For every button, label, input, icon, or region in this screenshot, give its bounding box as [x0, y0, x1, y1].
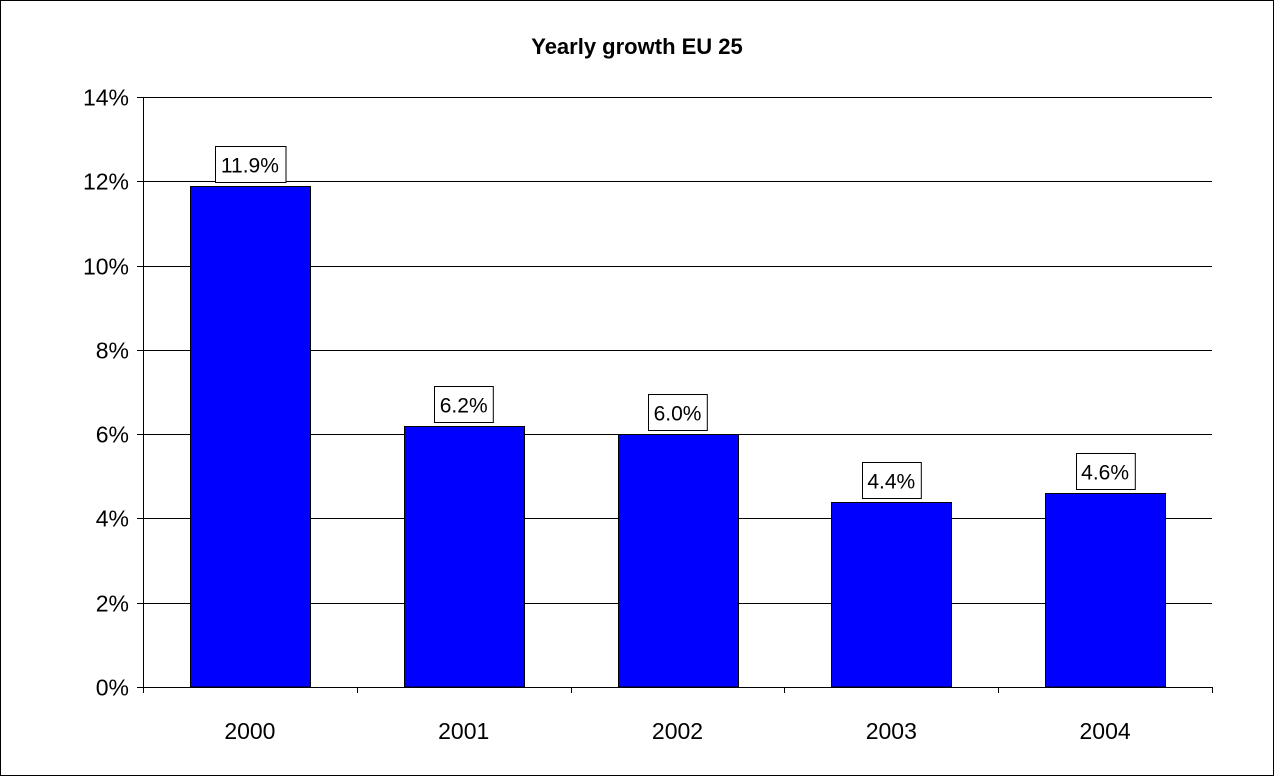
y-tick-label-0: 0%	[96, 675, 129, 701]
x-tick-label-2003: 2003	[866, 718, 917, 744]
x-tick-label-2002: 2002	[652, 718, 703, 744]
data-label-box-2001	[434, 386, 494, 423]
data-label-2000: 11.9%	[221, 155, 279, 178]
data-label-2001: 6.2%	[440, 395, 488, 418]
y-tick-label-7: 14%	[83, 85, 129, 111]
data-label-2002: 6.0%	[654, 403, 702, 426]
bar-2004	[1045, 493, 1166, 688]
y-tick-label-6: 12%	[83, 169, 129, 195]
data-label-box-2000	[215, 146, 287, 183]
chart-title: Yearly growth EU 25	[531, 34, 743, 59]
data-label-2004: 4.6%	[1081, 462, 1129, 485]
data-label-box-2003	[862, 462, 922, 499]
x-tick-label-2000: 2000	[224, 718, 275, 744]
bar-2000	[190, 186, 311, 688]
x-tick-label-2001: 2001	[438, 718, 489, 744]
y-tick-label-2: 4%	[96, 506, 129, 532]
data-label-box-2002	[648, 394, 708, 431]
y-tick-label-3: 6%	[96, 422, 129, 448]
axes: 0% 2% 4% 6% 8% 10% 12% 14% 2000 2001 2002 2003 2004	[83, 85, 1213, 744]
data-label-2003: 4.4%	[867, 471, 915, 494]
y-tick-label-1: 2%	[96, 591, 129, 617]
y-tick-label-4: 8%	[96, 338, 129, 364]
y-tick-label-5: 10%	[83, 254, 129, 280]
data-labels: 11.9% 6.2% 6.0% 4.4% 4.6%	[215, 146, 1136, 499]
bar-2003	[831, 502, 952, 688]
bar-2002	[618, 434, 739, 688]
bars	[190, 186, 1166, 688]
data-label-box-2004	[1076, 453, 1136, 490]
bar-2001	[404, 426, 525, 688]
x-tick-label-2004: 2004	[1080, 718, 1131, 744]
